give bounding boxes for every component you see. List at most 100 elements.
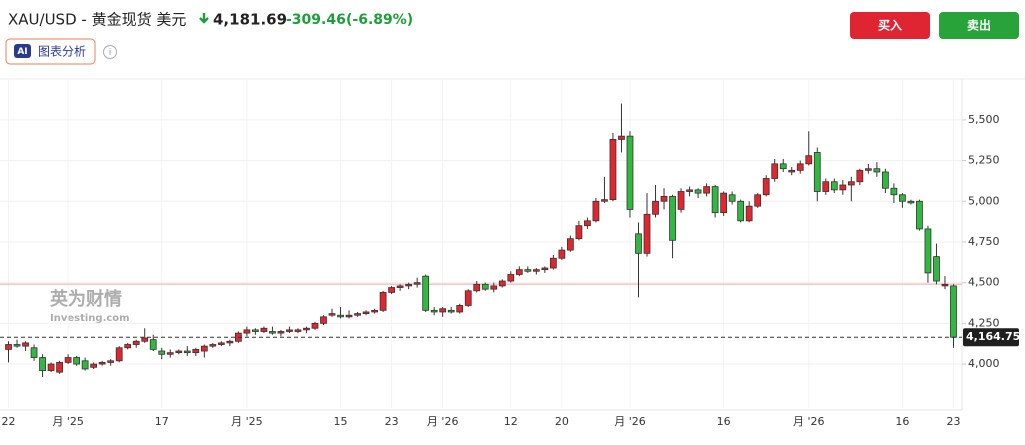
change-pct: (-6.89%) xyxy=(346,12,413,28)
candle-body xyxy=(490,285,498,290)
candle-body xyxy=(439,308,447,313)
candle-body xyxy=(890,187,898,196)
ai-label: 图表分析 xyxy=(38,45,86,59)
x-tick-label: 23 xyxy=(946,415,960,428)
candle-body xyxy=(388,287,395,293)
candle-body xyxy=(822,181,830,192)
buy-button-box[interactable] xyxy=(850,12,930,39)
candle-body xyxy=(243,329,251,334)
candle-body xyxy=(652,200,659,215)
candle-body xyxy=(873,168,881,173)
candle-body xyxy=(669,195,676,241)
candle-body xyxy=(618,135,625,140)
candle-body xyxy=(549,257,557,269)
candle-body xyxy=(592,200,600,222)
candle-body xyxy=(584,220,591,227)
candle-body xyxy=(643,213,651,254)
buy-label: 买入 xyxy=(878,19,902,33)
change: -309.46 xyxy=(286,12,346,28)
candle-body xyxy=(524,269,532,272)
candle-body xyxy=(575,225,583,240)
candle-body xyxy=(252,329,259,332)
candle-body xyxy=(779,163,787,170)
candle-body xyxy=(754,194,762,207)
candle-body xyxy=(847,181,855,186)
candle-body xyxy=(737,200,745,222)
ai-button[interactable]: AI 图表分析 xyxy=(5,38,96,65)
candle-body xyxy=(430,309,438,313)
candle-body xyxy=(39,357,46,371)
info-icon[interactable] xyxy=(103,45,117,59)
candle-body xyxy=(124,344,132,349)
candle-body xyxy=(464,290,472,306)
candle-body xyxy=(422,275,430,311)
x-tick-label: 月 '25 xyxy=(52,415,84,428)
candle-body xyxy=(311,322,319,329)
candle-body xyxy=(371,309,378,313)
candle-body xyxy=(796,163,804,171)
candle-body xyxy=(813,152,821,192)
candle-body xyxy=(541,267,549,271)
candle-body xyxy=(141,337,149,342)
candle-body xyxy=(405,283,413,287)
x-tick-label: 月 '26 xyxy=(614,415,646,428)
candle-body xyxy=(856,169,864,183)
candle-body xyxy=(473,283,481,292)
sell-button[interactable]: 卖出 xyxy=(939,12,1019,39)
candle-body xyxy=(839,184,847,191)
candle-body xyxy=(98,362,106,365)
candle-body xyxy=(567,238,574,251)
sell-button-box[interactable] xyxy=(939,12,1019,39)
candle-body xyxy=(320,316,327,324)
candle-body xyxy=(924,228,932,274)
candle-body xyxy=(115,347,123,362)
candle-body xyxy=(354,313,361,316)
candle-body xyxy=(183,350,191,354)
candle-body xyxy=(635,233,642,254)
candle-body xyxy=(226,340,234,344)
candle-body xyxy=(899,194,906,202)
candle-body xyxy=(950,285,957,338)
candle-body xyxy=(328,313,336,316)
info-icon-i: i xyxy=(109,48,112,58)
candle-body xyxy=(192,348,200,354)
candle-body xyxy=(626,135,634,210)
candle-body xyxy=(864,168,872,171)
candle-body xyxy=(907,200,915,204)
candle-body xyxy=(166,352,174,355)
y-tick-label: 5,500 xyxy=(968,113,1000,126)
x-tick-label: 月 '25 xyxy=(231,415,263,428)
x-tick-label: 17 xyxy=(155,415,169,428)
x-tick-label: 月 '26 xyxy=(427,415,459,428)
candle-body xyxy=(158,350,166,355)
candle-body xyxy=(660,195,668,202)
candle-body xyxy=(532,269,540,272)
candle-body xyxy=(805,155,813,165)
last-price-label: 4,164.75 xyxy=(966,330,1020,343)
candle-body xyxy=(90,363,98,368)
x-tick-label: 15 xyxy=(334,415,348,428)
candle-body xyxy=(882,171,889,189)
price: 4,181.69 xyxy=(213,11,287,29)
candle-body xyxy=(107,360,115,363)
candle-body xyxy=(762,178,770,196)
candle-body xyxy=(362,311,370,314)
candle-body xyxy=(396,285,404,288)
sell-label: 卖出 xyxy=(967,18,991,33)
candle-body xyxy=(507,274,515,282)
candle-body xyxy=(337,314,344,318)
candle-body xyxy=(933,256,940,282)
candle-body xyxy=(132,340,140,345)
x-tick-label: 16 xyxy=(895,415,909,428)
candle-body xyxy=(5,344,12,350)
y-tick-label: 4,000 xyxy=(968,357,1000,370)
candle-body xyxy=(941,283,949,287)
candle-body xyxy=(303,327,310,331)
buy-button[interactable]: 买入 xyxy=(850,12,930,39)
candle-body xyxy=(745,205,753,222)
candle-body xyxy=(13,344,21,347)
candle-body xyxy=(56,362,63,373)
x-tick-label: 12 xyxy=(504,415,518,428)
